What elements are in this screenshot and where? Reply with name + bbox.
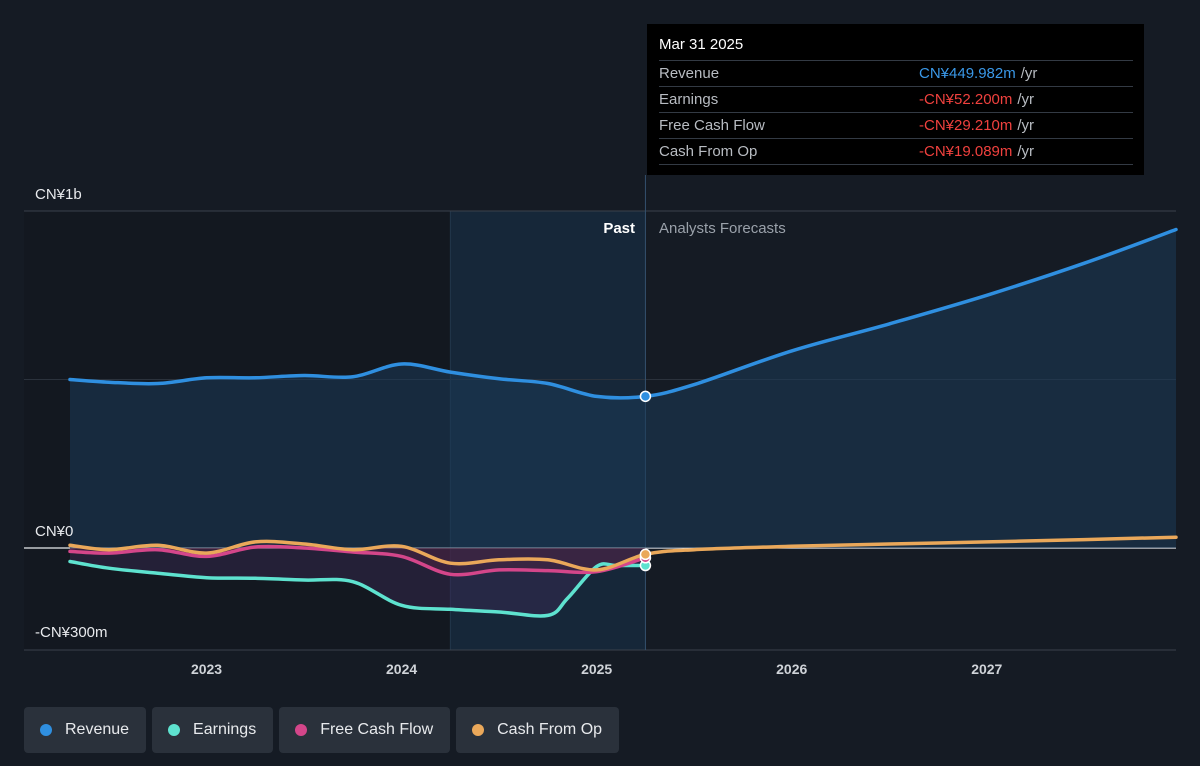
x-tick-label: 2027 (971, 661, 1002, 677)
tooltip-row-revenue: Revenue CN¥449.982m /yr (659, 60, 1133, 86)
tooltip-unit: /yr (1017, 143, 1035, 160)
earnings-line (68, 559, 648, 618)
legend-dot-icon (40, 724, 52, 736)
x-tick-label: 2026 (776, 661, 807, 677)
legend-label: Free Cash Flow (320, 721, 434, 738)
legend-label: Revenue (65, 721, 130, 738)
cfo-line (68, 535, 1178, 572)
legend-cfo-button[interactable]: Cash From Op (456, 707, 620, 753)
y-axis-zero-label: CN¥0 (35, 523, 73, 540)
tooltip-value: -CN¥29.210m (919, 117, 1013, 134)
legend-label: Cash From Op (497, 721, 603, 738)
legend-dot-icon (295, 724, 308, 736)
tooltip-unit: /yr (1017, 117, 1035, 134)
y-axis-top-label: CN¥1b (35, 186, 82, 203)
past-label: Past (603, 220, 635, 237)
legend-fcf-button[interactable]: Free Cash Flow (279, 707, 451, 753)
chart-legend: Revenue Earnings Free Cash Flow Cash Fro… (24, 707, 620, 753)
tooltip-unit: /yr (1020, 65, 1038, 82)
tooltip-row-fcf: Free Cash Flow -CN¥29.210m /yr (659, 112, 1133, 138)
tooltip-unit: /yr (1017, 91, 1035, 108)
legend-revenue-button[interactable]: Revenue (24, 707, 147, 753)
tooltip-row-earnings: Earnings -CN¥52.200m /yr (659, 86, 1133, 112)
tooltip-label: Free Cash Flow (659, 117, 765, 134)
legend-label: Earnings (193, 721, 257, 738)
revenue-line (68, 227, 1178, 400)
tooltip-value: CN¥449.982m (919, 65, 1016, 82)
revenue-area (70, 229, 1176, 548)
revenue-point (639, 390, 652, 403)
x-tick-label: 2024 (386, 661, 417, 677)
x-tick-label: 2023 (191, 661, 222, 677)
tooltip-label: Earnings (659, 91, 719, 108)
cfo-point (639, 548, 652, 561)
legend-dot-icon (168, 724, 181, 736)
tooltip-date: Mar 31 2025 (659, 36, 744, 53)
legend-dot-icon (472, 724, 485, 736)
x-tick-label: 2025 (581, 661, 612, 677)
tooltip-label: Revenue (659, 65, 720, 82)
fcf-line (68, 544, 648, 577)
forecast-label: Analysts Forecasts (659, 220, 786, 237)
legend-earnings-button[interactable]: Earnings (152, 707, 274, 753)
tooltip-label: Cash From Op (659, 143, 758, 160)
tooltip-value: -CN¥52.200m (919, 91, 1013, 108)
data-tooltip: Mar 31 2025 Revenue CN¥449.982m /yr Earn… (647, 24, 1144, 175)
tooltip-value: -CN¥19.089m (919, 143, 1013, 160)
tooltip-row-cfo: Cash From Op -CN¥19.089m /yr (659, 138, 1133, 165)
y-axis-bottom-label: -CN¥300m (35, 624, 108, 641)
financials-chart: CN¥1b CN¥0 -CN¥300m Past Analysts Foreca… (24, 175, 1178, 677)
